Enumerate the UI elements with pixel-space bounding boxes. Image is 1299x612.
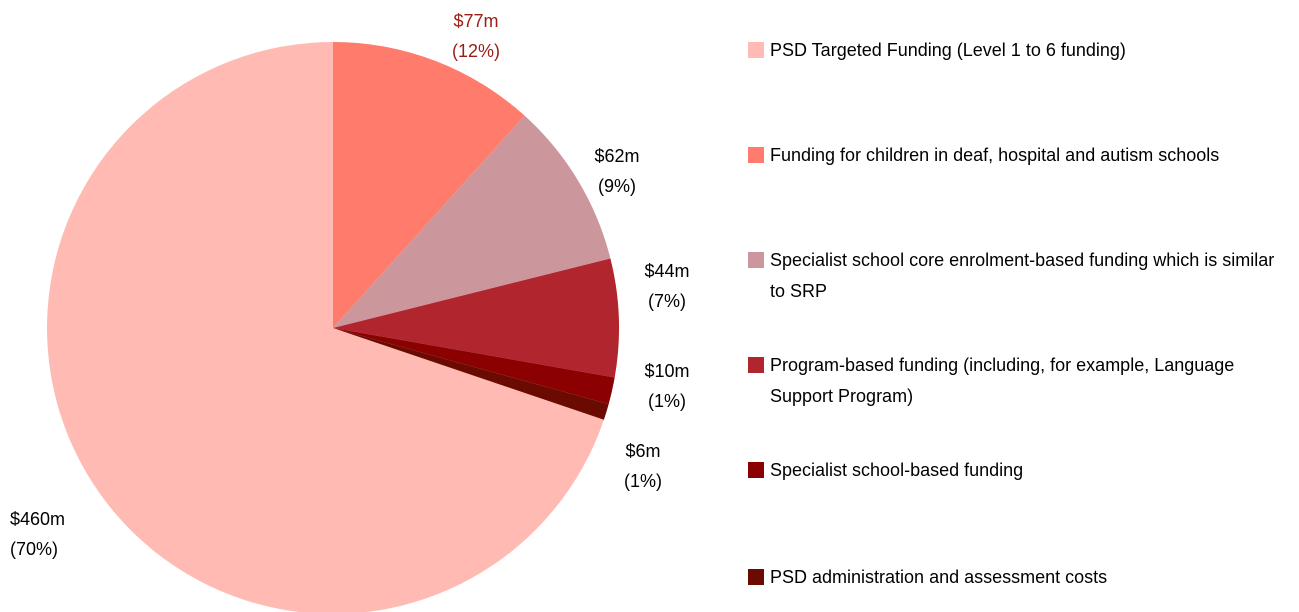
legend-swatch [748,42,764,58]
legend-label: Funding for children in deaf, hospital a… [770,145,1220,165]
pie-slice [333,328,615,405]
data-label: (70%) [10,539,58,559]
pie-slice [333,328,609,420]
legend-swatch [748,147,764,163]
legend-label: Program-based funding (including, for ex… [770,355,1235,406]
legend-swatch [748,357,764,373]
legend-item: Specialist school-based funding [748,455,1293,486]
legend-item: Specialist school core enrolment-based f… [748,245,1293,307]
data-label: $460m [10,509,65,529]
pie-slice [47,42,604,612]
legend-label: Specialist school-based funding [770,460,1024,480]
pie-slice [333,115,611,328]
data-label: $77m [453,11,498,31]
data-label: $10m [644,361,689,381]
legend-label: Specialist school core enrolment-based f… [770,250,1275,301]
pie-slice [333,258,619,378]
legend-label: PSD Targeted Funding (Level 1 to 6 fundi… [770,40,1126,60]
data-label: (1%) [624,471,662,491]
legend-item: PSD administration and assessment costs [748,562,1293,593]
legend-label: PSD administration and assessment costs [770,567,1108,587]
legend-swatch [748,462,764,478]
data-label: (1%) [648,391,686,411]
legend-item: Funding for children in deaf, hospital a… [748,140,1293,171]
legend-swatch [748,252,764,268]
data-label: $62m [594,146,639,166]
data-label: $6m [625,441,660,461]
legend-item: Program-based funding (including, for ex… [748,350,1293,412]
data-label: (7%) [648,291,686,311]
legend-swatch [748,569,764,585]
data-label: (12%) [452,41,500,61]
data-label: (9%) [598,176,636,196]
pie-slice [333,42,525,328]
legend-item: PSD Targeted Funding (Level 1 to 6 fundi… [748,35,1293,66]
data-label: $44m [644,261,689,281]
